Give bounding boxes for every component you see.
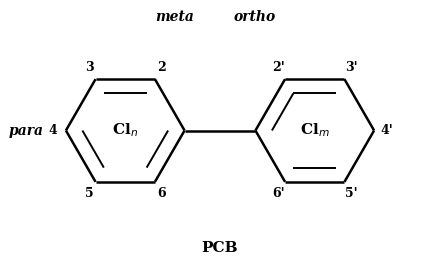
Text: 4: 4 [48, 124, 57, 137]
Text: Cl$_m$: Cl$_m$ [300, 122, 330, 139]
Text: 2: 2 [157, 61, 166, 74]
Text: ortho: ortho [234, 10, 276, 24]
Text: 5': 5' [345, 187, 357, 200]
Text: 3: 3 [84, 61, 93, 74]
Text: 6: 6 [157, 187, 166, 200]
Text: 2': 2' [272, 61, 285, 74]
Text: 5: 5 [84, 187, 93, 200]
Text: 3': 3' [345, 61, 357, 74]
Text: 4': 4' [381, 124, 394, 137]
Text: para: para [9, 123, 44, 138]
Text: meta: meta [155, 10, 194, 24]
Text: PCB: PCB [202, 240, 238, 254]
Text: Cl$_n$: Cl$_n$ [112, 122, 138, 139]
Text: 6': 6' [272, 187, 285, 200]
